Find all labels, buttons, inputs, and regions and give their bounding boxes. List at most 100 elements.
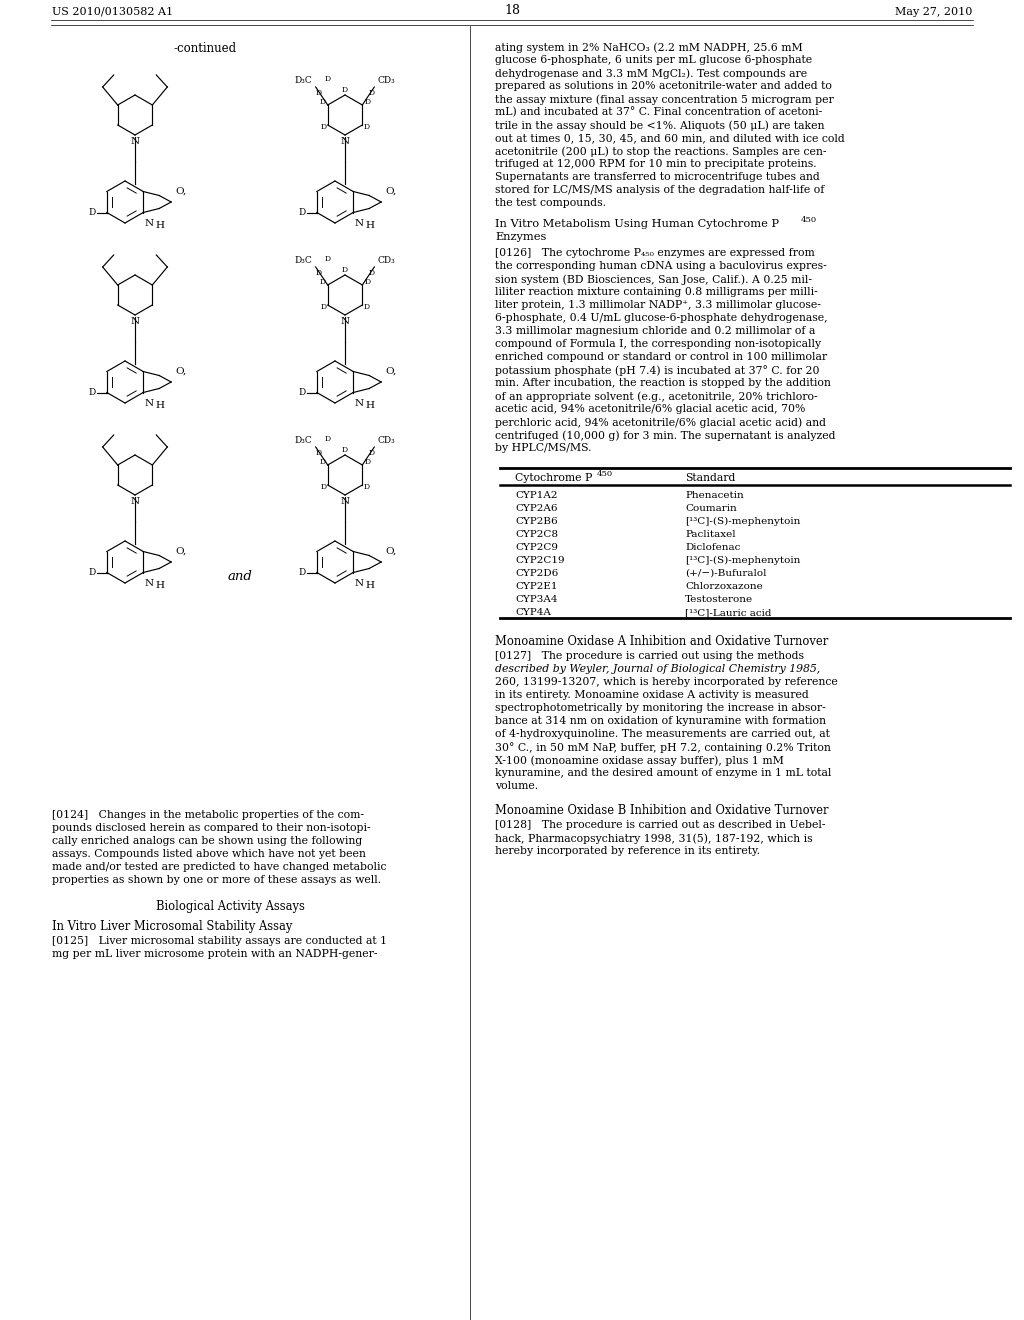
- Text: Cytochrome P: Cytochrome P: [515, 473, 592, 483]
- Text: Phenacetin: Phenacetin: [685, 491, 743, 500]
- Text: trile in the assay should be <1%. Aliquots (50 μL) are taken: trile in the assay should be <1%. Aliquo…: [495, 120, 824, 131]
- Text: O,: O,: [385, 546, 396, 556]
- Text: hack, Pharmacopsychiatry 1998, 31(5), 187-192, which is: hack, Pharmacopsychiatry 1998, 31(5), 18…: [495, 833, 813, 843]
- Text: CYP2A6: CYP2A6: [515, 504, 557, 513]
- Text: D: D: [364, 483, 370, 491]
- Text: May 27, 2010: May 27, 2010: [895, 7, 972, 17]
- Text: N: N: [354, 578, 364, 587]
- Text: 260, 13199-13207, which is hereby incorporated by reference: 260, 13199-13207, which is hereby incorp…: [495, 677, 838, 686]
- Text: O,: O,: [175, 546, 186, 556]
- Text: by HPLC/MS/MS.: by HPLC/MS/MS.: [495, 444, 592, 453]
- Text: CD₃: CD₃: [377, 436, 395, 445]
- Text: N: N: [144, 219, 154, 227]
- Text: enriched compound or standard or control in 100 millimolar: enriched compound or standard or control…: [495, 352, 827, 362]
- Text: [0127]   The procedure is carried out using the methods: [0127] The procedure is carried out usin…: [495, 651, 804, 661]
- Text: pounds disclosed herein as compared to their non-isotopi-: pounds disclosed herein as compared to t…: [52, 822, 371, 833]
- Text: mg per mL liver microsome protein with an NADPH-gener-: mg per mL liver microsome protein with a…: [52, 949, 378, 960]
- Text: D: D: [299, 568, 306, 577]
- Text: D: D: [369, 449, 375, 457]
- Text: Coumarin: Coumarin: [685, 504, 736, 513]
- Text: D: D: [325, 436, 331, 444]
- Text: D: D: [321, 123, 327, 131]
- Text: Testosterone: Testosterone: [685, 595, 753, 605]
- Text: acetonitrile (200 μL) to stop the reactions. Samples are cen-: acetonitrile (200 μL) to stop the reacti…: [495, 147, 826, 157]
- Text: Monoamine Oxidase A Inhibition and Oxidative Turnover: Monoamine Oxidase A Inhibition and Oxida…: [495, 635, 828, 648]
- Text: of 4-hydroxyquinoline. The measurements are carried out, at: of 4-hydroxyquinoline. The measurements …: [495, 729, 829, 739]
- Text: CYP2C9: CYP2C9: [515, 543, 558, 552]
- Text: H: H: [156, 400, 164, 409]
- Text: CYP1A2: CYP1A2: [515, 491, 557, 500]
- Text: D: D: [365, 458, 371, 466]
- Text: H: H: [366, 220, 374, 230]
- Text: O,: O,: [175, 367, 186, 376]
- Text: D: D: [369, 269, 375, 277]
- Text: D: D: [369, 88, 375, 96]
- Text: 18: 18: [504, 4, 520, 16]
- Text: Paclitaxel: Paclitaxel: [685, 531, 735, 539]
- Text: prepared as solutions in 20% acetonitrile-water and added to: prepared as solutions in 20% acetonitril…: [495, 81, 831, 91]
- Text: described by Weyler, Journal of Biological Chemistry 1985,: described by Weyler, Journal of Biologic…: [495, 664, 820, 675]
- Text: N: N: [144, 578, 154, 587]
- Text: D₃C: D₃C: [295, 436, 312, 445]
- Text: D₃C: D₃C: [295, 256, 312, 265]
- Text: 3.3 millimolar magnesium chloride and 0.2 millimolar of a: 3.3 millimolar magnesium chloride and 0.…: [495, 326, 815, 337]
- Text: spectrophotometrically by monitoring the increase in absor-: spectrophotometrically by monitoring the…: [495, 704, 825, 713]
- Text: out at times 0, 15, 30, 45, and 60 min, and diluted with ice cold: out at times 0, 15, 30, 45, and 60 min, …: [495, 133, 845, 143]
- Text: D: D: [364, 304, 370, 312]
- Text: 450: 450: [597, 470, 613, 478]
- Text: liliter reaction mixture containing 0.8 milligrams per milli-: liliter reaction mixture containing 0.8 …: [495, 286, 818, 297]
- Text: the corresponding human cDNA using a baculovirus expres-: the corresponding human cDNA using a bac…: [495, 261, 826, 271]
- Text: in its entirety. Monoamine oxidase A activity is measured: in its entirety. Monoamine oxidase A act…: [495, 690, 809, 700]
- Text: N: N: [340, 498, 349, 506]
- Text: D: D: [88, 388, 96, 397]
- Text: made and/or tested are predicted to have changed metabolic: made and/or tested are predicted to have…: [52, 862, 386, 873]
- Text: CYP4A: CYP4A: [515, 609, 551, 616]
- Text: In Vitro Metabolism Using Human Cytochrome P: In Vitro Metabolism Using Human Cytochro…: [495, 219, 779, 228]
- Text: D: D: [315, 88, 322, 96]
- Text: D: D: [342, 87, 348, 95]
- Text: N: N: [144, 399, 154, 408]
- Text: kynuramine, and the desired amount of enzyme in 1 mL total: kynuramine, and the desired amount of en…: [495, 768, 831, 777]
- Text: In Vitro Liver Microsomal Stability Assay: In Vitro Liver Microsomal Stability Assa…: [52, 920, 293, 933]
- Text: perchloric acid, 94% acetonitrile/6% glacial acetic acid) and: perchloric acid, 94% acetonitrile/6% gla…: [495, 417, 826, 428]
- Text: N: N: [130, 317, 139, 326]
- Text: trifuged at 12,000 RPM for 10 min to precipitate proteins.: trifuged at 12,000 RPM for 10 min to pre…: [495, 158, 816, 169]
- Text: Supernatants are transferred to microcentrifuge tubes and: Supernatants are transferred to microcen…: [495, 172, 820, 182]
- Text: ating system in 2% NaHCO₃ (2.2 mM NADPH, 25.6 mM: ating system in 2% NaHCO₃ (2.2 mM NADPH,…: [495, 42, 803, 53]
- Text: -continued: -continued: [173, 42, 237, 55]
- Text: stored for LC/MS/MS analysis of the degradation half-life of: stored for LC/MS/MS analysis of the degr…: [495, 185, 824, 195]
- Text: mL) and incubated at 37° C. Final concentration of acetoni-: mL) and incubated at 37° C. Final concen…: [495, 107, 822, 117]
- Text: [0126]   The cytochrome P₄₅₀ enzymes are expressed from: [0126] The cytochrome P₄₅₀ enzymes are e…: [495, 248, 815, 257]
- Text: D₃C: D₃C: [295, 77, 312, 84]
- Text: N: N: [354, 399, 364, 408]
- Text: dehydrogenase and 3.3 mM MgCl₂). Test compounds are: dehydrogenase and 3.3 mM MgCl₂). Test co…: [495, 69, 807, 79]
- Text: Standard: Standard: [685, 473, 735, 483]
- Text: potassium phosphate (pH 7.4) is incubated at 37° C. for 20: potassium phosphate (pH 7.4) is incubate…: [495, 366, 819, 376]
- Text: D: D: [315, 449, 322, 457]
- Text: [0124]   Changes in the metabolic properties of the com-: [0124] Changes in the metabolic properti…: [52, 810, 364, 820]
- Text: CD₃: CD₃: [377, 256, 395, 265]
- Text: liter protein, 1.3 millimolar NADP⁺, 3.3 millimolar glucose-: liter protein, 1.3 millimolar NADP⁺, 3.3…: [495, 300, 821, 310]
- Text: D: D: [299, 209, 306, 216]
- Text: Diclofenac: Diclofenac: [685, 543, 740, 552]
- Text: CYP3A4: CYP3A4: [515, 595, 557, 605]
- Text: H: H: [366, 581, 374, 590]
- Text: D: D: [299, 388, 306, 397]
- Text: [¹³C]-Lauric acid: [¹³C]-Lauric acid: [685, 609, 771, 616]
- Text: D: D: [319, 458, 326, 466]
- Text: the test compounds.: the test compounds.: [495, 198, 606, 209]
- Text: D: D: [325, 255, 331, 263]
- Text: 30° C., in 50 mM NaP, buffer, pH 7.2, containing 0.2% Triton: 30° C., in 50 mM NaP, buffer, pH 7.2, co…: [495, 742, 830, 752]
- Text: D: D: [88, 209, 96, 216]
- Text: H: H: [156, 220, 164, 230]
- Text: of an appropriate solvent (e.g., acetonitrile, 20% trichloro-: of an appropriate solvent (e.g., acetoni…: [495, 391, 817, 401]
- Text: D: D: [88, 568, 96, 577]
- Text: bance at 314 nm on oxidation of kynuramine with formation: bance at 314 nm on oxidation of kynurami…: [495, 715, 826, 726]
- Text: Monoamine Oxidase B Inhibition and Oxidative Turnover: Monoamine Oxidase B Inhibition and Oxida…: [495, 804, 828, 817]
- Text: O,: O,: [175, 187, 186, 195]
- Text: 450: 450: [801, 216, 817, 224]
- Text: CYP2D6: CYP2D6: [515, 569, 558, 578]
- Text: D: D: [321, 304, 327, 312]
- Text: assays. Compounds listed above which have not yet been: assays. Compounds listed above which hav…: [52, 849, 366, 859]
- Text: Enzymes: Enzymes: [495, 232, 547, 242]
